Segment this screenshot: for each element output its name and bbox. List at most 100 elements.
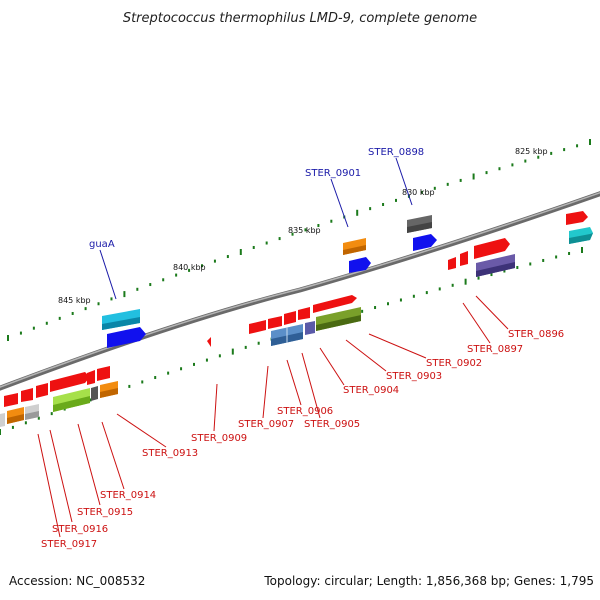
- tick-mark: [110, 297, 113, 301]
- tick-mark: [387, 302, 389, 306]
- tick-mark: [374, 306, 377, 310]
- tick-mark: [568, 251, 571, 255]
- gene[interactable]: [448, 257, 456, 270]
- gene-label[interactable]: STER_0905: [304, 419, 360, 430]
- tick-mark: [37, 416, 40, 420]
- tick-mark: [252, 245, 255, 249]
- gene[interactable]: [0, 413, 5, 427]
- gene[interactable]: [100, 381, 118, 398]
- tick-mark: [231, 348, 234, 355]
- gene-label[interactable]: STER_0917: [41, 539, 97, 550]
- tick-mark: [477, 276, 480, 280]
- gene-label[interactable]: STER_0916: [52, 524, 108, 535]
- gene-label[interactable]: STER_0909: [191, 433, 247, 444]
- tick-label: 840 kbp: [173, 263, 206, 272]
- gene-label[interactable]: STER_0913: [142, 448, 198, 459]
- gene[interactable]: [21, 388, 33, 402]
- tick-mark: [382, 202, 385, 206]
- gene[interactable]: [53, 388, 90, 412]
- gene-label[interactable]: STER_0903: [386, 371, 442, 382]
- tick-label: 835 kbp: [288, 226, 321, 235]
- gene[interactable]: [249, 320, 266, 334]
- gene[interactable]: [4, 393, 18, 407]
- tick-mark: [356, 209, 359, 216]
- tick-mark: [291, 232, 294, 236]
- gene-label[interactable]: STER_0906: [277, 406, 333, 417]
- gene[interactable]: [569, 227, 593, 244]
- gene-label[interactable]: STER_0907: [238, 419, 294, 430]
- gene-label[interactable]: STER_0902: [426, 358, 482, 369]
- gene[interactable]: [566, 211, 588, 225]
- tick-mark: [0, 429, 1, 435]
- gene[interactable]: [107, 327, 146, 348]
- gene-label[interactable]: STER_0914: [100, 490, 156, 501]
- accession-text: Accession: NC_008532: [9, 574, 146, 588]
- tick-mark: [162, 278, 165, 282]
- tick-label: 825 kbp: [515, 147, 548, 156]
- tick-mark: [84, 307, 87, 311]
- gene[interactable]: [349, 257, 371, 273]
- tick-mark: [45, 321, 48, 325]
- tick-mark: [244, 345, 247, 349]
- tick-mark: [201, 264, 203, 268]
- genome-backbone: [0, 191, 600, 391]
- tick-mark: [524, 159, 527, 163]
- tick-mark: [317, 224, 320, 228]
- tick-mark: [89, 398, 92, 402]
- gene-labels-top: STER_0898 STER_0901 guaA: [89, 147, 424, 250]
- tick-mark: [304, 228, 307, 232]
- tick-mark: [239, 248, 242, 255]
- tick-mark: [361, 309, 364, 313]
- tick-mark: [451, 283, 454, 287]
- gene[interactable]: [97, 366, 110, 381]
- tick-mark: [213, 259, 216, 263]
- gene[interactable]: [207, 337, 211, 347]
- gene[interactable]: [87, 370, 95, 385]
- tick-mark: [395, 198, 397, 202]
- label-leaders-top: [99, 157, 413, 300]
- tick-label: 830 kbp: [402, 188, 435, 197]
- tick-labels: 825 kbp 830 kbp 835 kbp 840 kbp 845 kbp: [58, 147, 548, 305]
- gene[interactable]: [91, 386, 98, 401]
- gene-label[interactable]: STER_0901: [305, 168, 361, 179]
- tick-label: 845 kbp: [58, 296, 91, 305]
- gene-label[interactable]: STER_0915: [77, 507, 133, 518]
- tick-mark: [188, 268, 191, 272]
- gene[interactable]: [36, 383, 48, 398]
- gene[interactable]: [271, 324, 303, 346]
- tick-mark: [446, 182, 449, 186]
- tick-mark: [581, 247, 583, 253]
- gene[interactable]: [268, 316, 282, 329]
- gene[interactable]: [413, 234, 437, 251]
- tick-mark: [149, 283, 152, 287]
- gene[interactable]: [313, 295, 357, 313]
- gene[interactable]: [298, 307, 310, 320]
- gene[interactable]: [407, 215, 432, 233]
- tick-mark: [265, 241, 268, 245]
- gene-label[interactable]: STER_0898: [368, 147, 424, 158]
- gene-label[interactable]: STER_0896: [508, 329, 564, 340]
- gene-label[interactable]: STER_0897: [467, 344, 523, 355]
- gene[interactable]: [474, 238, 510, 259]
- tick-mark: [550, 151, 553, 155]
- gene[interactable]: [305, 321, 315, 335]
- gene-label[interactable]: guaA: [89, 239, 115, 250]
- tick-mark: [537, 155, 540, 159]
- gene[interactable]: [102, 309, 140, 330]
- label-leaders: [37, 295, 509, 538]
- gene-label[interactable]: STER_0904: [343, 385, 399, 396]
- topology-text: Topology: circular; Length: 1,856,368 bp…: [264, 574, 594, 588]
- tick-mark: [154, 376, 157, 380]
- gene[interactable]: [25, 404, 39, 420]
- gene[interactable]: [316, 307, 361, 331]
- gene[interactable]: [7, 407, 24, 424]
- gene[interactable]: [50, 372, 90, 392]
- gene[interactable]: [343, 238, 366, 255]
- tick-mark: [123, 291, 126, 298]
- gene[interactable]: [460, 251, 468, 266]
- gene[interactable]: [476, 254, 515, 277]
- gene[interactable]: [284, 311, 296, 325]
- tick-mark: [278, 237, 281, 241]
- tick-mark: [205, 358, 208, 362]
- tick-mark: [11, 425, 14, 429]
